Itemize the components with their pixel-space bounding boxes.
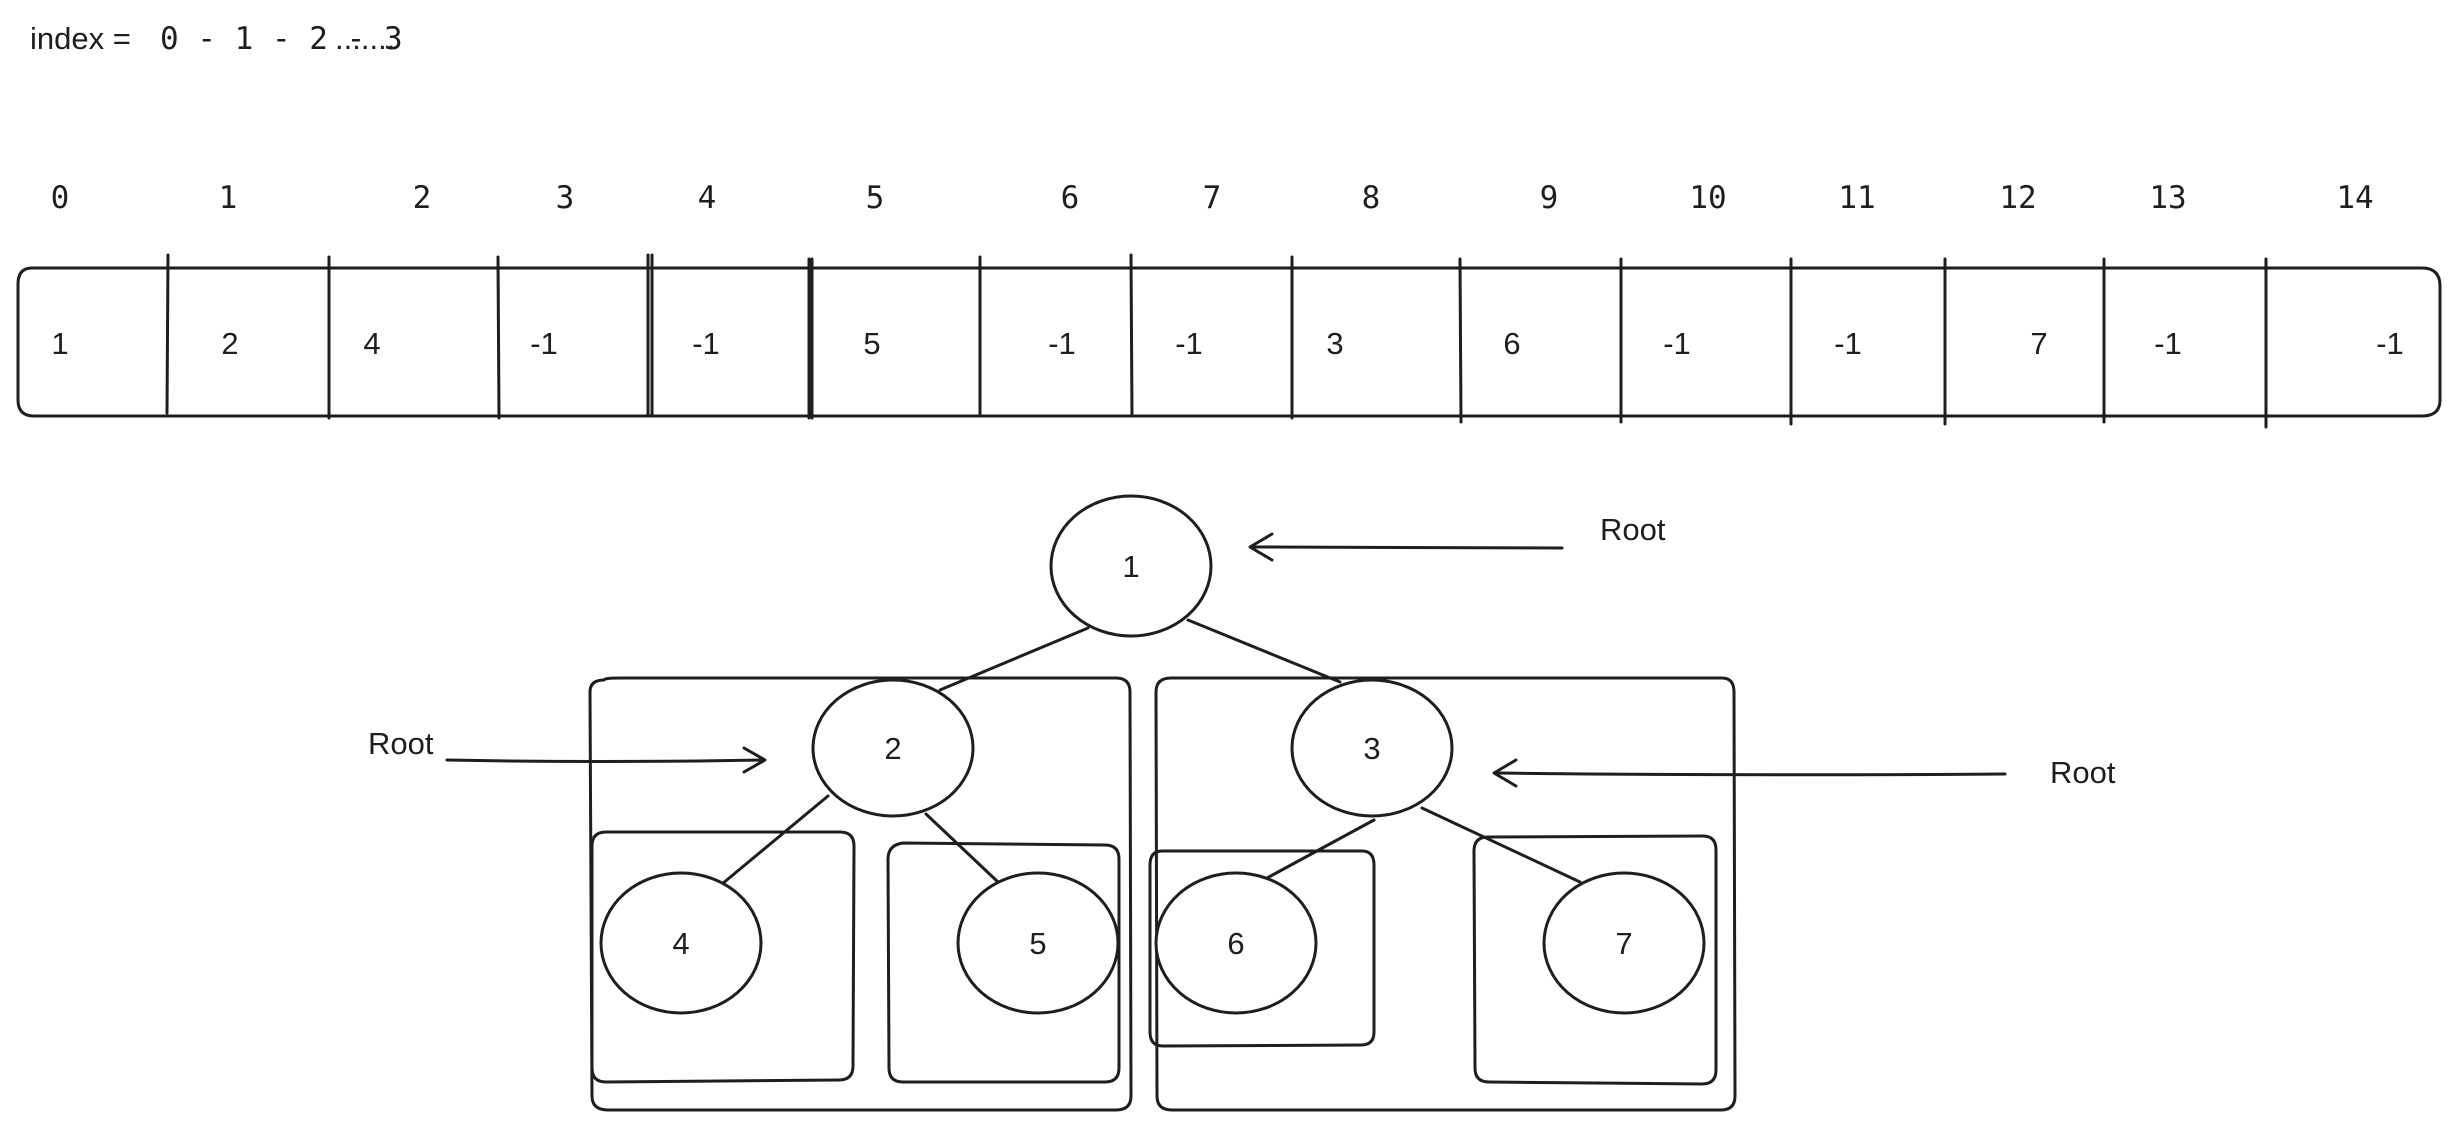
tree-edge [926,814,998,882]
arrow-shaft [1495,773,2005,775]
tree-edge [1267,820,1374,878]
array-index: 7 [1203,180,1222,216]
node-label: 4 [672,926,689,961]
tree-node: 4 [601,873,761,1013]
root-pointer-left: Root [368,726,765,772]
tree-node: 5 [958,873,1118,1013]
array-divider [498,257,499,418]
node-label: 2 [884,731,901,766]
root-label: Root [2050,755,2116,790]
array-value: -1 [1834,326,1862,361]
heading-ellipsis: ....... [335,21,395,56]
tree-edge [1188,620,1340,682]
array-outline [18,268,2440,416]
array-value: 1 [51,326,68,361]
node-label: 1 [1122,549,1139,584]
array-divider [167,255,168,413]
heading-prefix: index = [30,21,131,56]
tree-node: 2 [813,680,973,816]
array-value: -1 [1663,326,1691,361]
arrow-shaft [447,760,763,762]
array-index: 0 [51,180,70,216]
array-index: 2 [413,180,432,216]
array-value: -1 [2376,326,2404,361]
array-index: 3 [556,180,575,216]
array-value: 3 [1326,326,1343,361]
array-value: -1 [692,326,720,361]
array-value: 4 [363,326,380,361]
array-index: 14 [2336,180,2373,216]
tree-edge [940,628,1088,690]
arrow-shaft [1252,547,1562,548]
root-pointer-top: Root [1250,512,1666,560]
root-pointer-right: Root [1494,755,2116,790]
array-index: 6 [1061,180,1080,216]
array-index-row: 0 1 2 3 4 5 6 7 8 9 10 11 12 13 14 [51,180,2374,216]
array-index: 9 [1540,180,1559,216]
array-divider [1131,255,1132,416]
tree-node: 6 [1156,873,1316,1013]
array-index: 11 [1838,180,1875,216]
array-value: 6 [1503,326,1520,361]
array-index: 4 [698,180,717,216]
array-value: -1 [1048,326,1076,361]
root-label: Root [368,726,434,761]
tree-edge [722,796,828,884]
node-label: 5 [1029,926,1046,961]
array-index: 5 [866,180,885,216]
index-heading: index = 0 - 1 - 2 - 3 ....... [30,21,403,57]
array-index: 10 [1689,180,1726,216]
array-value-row: 1 2 4 -1 -1 5 -1 -1 3 6 -1 -1 7 -1 -1 [51,326,2403,361]
node-label: 7 [1615,926,1632,961]
array-index: 12 [1999,180,2036,216]
tree-node: 3 [1292,680,1452,816]
node-label: 3 [1363,731,1380,766]
array-index: 1 [219,180,238,216]
tree-edge [1422,808,1580,882]
array-value: 2 [221,326,238,361]
array-value: 5 [863,326,880,361]
array-index: 13 [2149,180,2186,216]
array-value: 7 [2030,326,2047,361]
node-label: 6 [1227,926,1244,961]
array-value: -1 [2154,326,2182,361]
root-label: Root [1600,512,1666,547]
array-index: 8 [1362,180,1381,216]
array-divider [1460,259,1461,422]
tree-node: 7 [1544,873,1704,1013]
tree-node: 1 [1051,496,1211,636]
array-value: -1 [1175,326,1203,361]
array-box [18,255,2440,427]
array-value: -1 [530,326,558,361]
